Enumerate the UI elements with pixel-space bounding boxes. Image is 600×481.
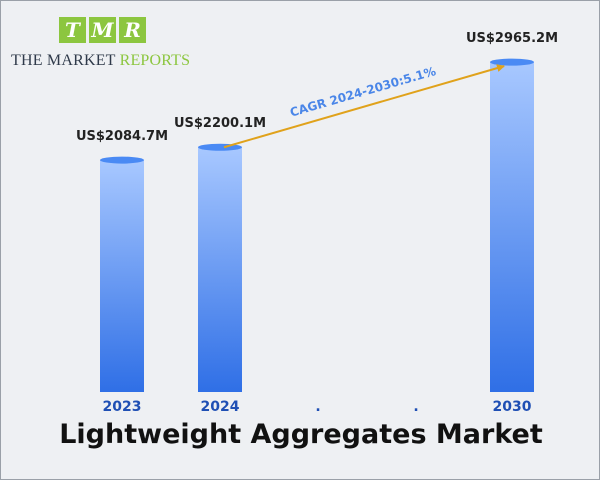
- chart-title: Lightweight Aggregates Market: [59, 419, 543, 450]
- x-tick-dot-2: .: [315, 399, 320, 415]
- value-label-2024: US$2200.1M: [174, 116, 266, 131]
- logo-text-accent: REPORTS: [119, 52, 191, 69]
- bar-2023: [100, 160, 144, 392]
- bar-cap-2023: [100, 156, 144, 164]
- x-tick-dot-3: .: [413, 399, 418, 415]
- bar-2024: [198, 147, 242, 392]
- logo-tile-t: T: [59, 17, 86, 43]
- x-tick-2023: 2023: [103, 399, 142, 415]
- value-label-2030: US$2965.2M: [466, 31, 558, 46]
- logo-tile-r: R: [119, 17, 146, 43]
- logo-text-main: THE MARKET: [11, 52, 120, 69]
- cagr-arrow: [223, 64, 505, 149]
- bar-cap-2030: [490, 58, 534, 66]
- x-tick-2024: 2024: [201, 399, 240, 415]
- logo-tiles: T M R: [59, 17, 146, 43]
- logo-tile-m: M: [89, 17, 116, 43]
- logo-wordmark: THE MARKET REPORTS: [11, 52, 190, 70]
- tmr-logo: T M R THE MARKET REPORTS: [11, 17, 191, 77]
- x-tick-2030: 2030: [493, 399, 532, 415]
- value-label-2023: US$2084.7M: [76, 129, 168, 144]
- bar-2030: [490, 62, 534, 393]
